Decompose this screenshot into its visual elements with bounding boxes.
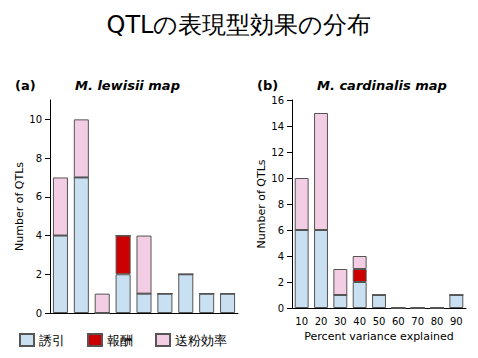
svg-text:6: 6 — [278, 225, 284, 236]
svg-text:40: 40 — [353, 316, 366, 327]
svg-text:90: 90 — [450, 316, 463, 327]
svg-text:(a): (a) — [15, 78, 36, 93]
svg-text:30: 30 — [334, 316, 347, 327]
svg-text:14: 14 — [271, 121, 284, 132]
svg-text:10: 10 — [295, 316, 308, 327]
svg-text:70: 70 — [411, 316, 424, 327]
svg-text:6: 6 — [36, 191, 42, 202]
svg-text:2: 2 — [36, 269, 42, 280]
svg-text:8: 8 — [278, 199, 284, 210]
svg-text:0: 0 — [36, 308, 42, 319]
svg-text:M. lewisii map: M. lewisii map — [75, 78, 180, 93]
svg-text:20: 20 — [315, 316, 328, 327]
svg-text:12: 12 — [271, 147, 284, 158]
svg-text:(b): (b) — [257, 78, 278, 93]
svg-text:10: 10 — [271, 173, 284, 184]
svg-text:80: 80 — [431, 316, 444, 327]
svg-text:Number of QTLs: Number of QTLs — [13, 162, 26, 251]
svg-text:報酬: 報酬 — [107, 333, 133, 348]
svg-text:50: 50 — [373, 316, 386, 327]
svg-text:60: 60 — [392, 316, 405, 327]
svg-text:4: 4 — [36, 230, 42, 241]
svg-text:QTLの表現型効果の分布: QTLの表現型効果の分布 — [107, 11, 372, 39]
svg-text:誘引: 誘引 — [39, 333, 65, 348]
svg-text:8: 8 — [36, 153, 42, 164]
svg-text:16: 16 — [271, 95, 284, 106]
svg-text:10: 10 — [29, 114, 42, 125]
svg-text:2: 2 — [278, 277, 284, 288]
svg-text:4: 4 — [278, 251, 284, 262]
svg-text:Number of QTLs: Number of QTLs — [255, 159, 268, 248]
svg-text:0: 0 — [278, 303, 284, 314]
svg-text:M. cardinalis map: M. cardinalis map — [317, 78, 447, 93]
svg-text:Percent variance explained: Percent variance explained — [304, 330, 453, 343]
svg-text:送粉効率: 送粉効率 — [175, 333, 227, 348]
